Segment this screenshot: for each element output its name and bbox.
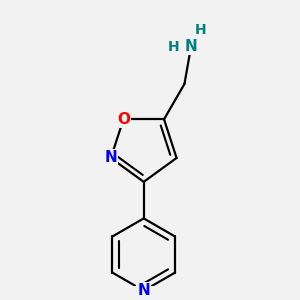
- Text: O: O: [117, 112, 130, 127]
- Text: H: H: [195, 22, 206, 37]
- Text: N: N: [184, 39, 197, 54]
- Text: N: N: [104, 151, 117, 166]
- Text: H: H: [168, 40, 179, 54]
- Text: N: N: [137, 283, 150, 298]
